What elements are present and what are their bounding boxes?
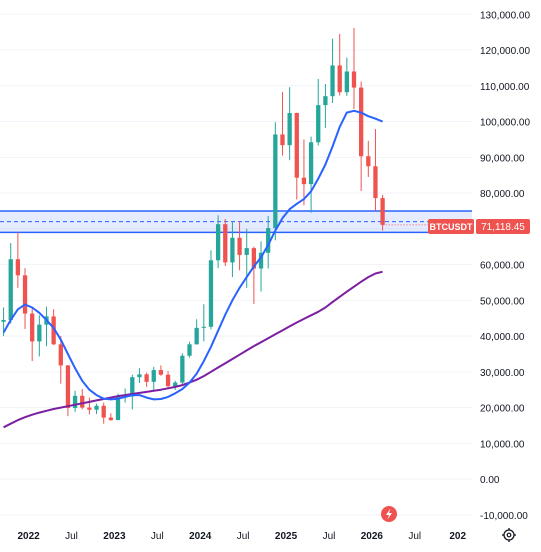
x-tick-label: 2022 <box>17 531 40 542</box>
y-grid <box>0 13 472 516</box>
lightning-icon[interactable] <box>381 506 397 522</box>
candle-body <box>72 395 78 408</box>
candle-body <box>15 259 21 276</box>
candle-body <box>208 260 214 327</box>
candle-body <box>187 344 192 356</box>
last-price-tag: BTCUSDT 71,118.45 <box>428 219 530 234</box>
candle-body <box>151 370 156 382</box>
y-tick-label: 0.00 <box>480 475 500 486</box>
y-tick-label: 30,000.00 <box>480 368 525 379</box>
candle-body <box>115 396 121 421</box>
price-tag-label: 71,118.45 <box>481 222 525 233</box>
candle-body <box>337 65 342 93</box>
candle-body <box>258 252 264 269</box>
candle-body <box>37 324 42 342</box>
candle-body <box>366 156 371 167</box>
candle-body <box>30 313 35 342</box>
y-tick-label: 130,000.00 <box>480 10 530 21</box>
symbol-tag-label: BTCUSDT <box>430 222 473 232</box>
candle-body <box>144 374 149 382</box>
x-tick-label: Jul <box>237 531 250 542</box>
y-tick-label: 60,000.00 <box>480 261 525 272</box>
ma-long-series <box>3 270 383 429</box>
candle-body <box>158 370 164 375</box>
x-tick-label: Jul <box>323 531 336 542</box>
x-tick-label: Jul <box>151 531 164 542</box>
candle-body <box>237 237 242 255</box>
y-tick-label: 120,000.00 <box>480 46 530 57</box>
x-tick-label: 2026 <box>361 531 384 542</box>
candle-body <box>373 166 378 199</box>
y-tick-label: -10,000.00 <box>480 511 528 522</box>
candle-body <box>308 142 314 185</box>
x-tick-label: 2023 <box>103 531 126 542</box>
y-tick-label: 50,000.00 <box>480 296 525 307</box>
candle-body <box>165 374 171 387</box>
symbol-tag-bg <box>428 219 474 234</box>
candle-body <box>22 275 28 314</box>
candle-body <box>230 237 235 263</box>
x-tick-label: Jul <box>408 531 421 542</box>
x-tick-label: 2025 <box>275 531 298 542</box>
candles <box>1 27 385 424</box>
candle-body <box>294 112 299 178</box>
x-tick-label: Jul <box>65 531 78 542</box>
candle-body <box>65 365 71 408</box>
candle-body <box>223 224 228 263</box>
candle-body <box>266 228 271 253</box>
candle-body <box>344 71 349 93</box>
candle-body <box>137 374 142 378</box>
price-tag-bg <box>476 219 530 234</box>
candle-body <box>273 134 278 229</box>
candle-body <box>58 344 63 366</box>
candle-body <box>359 87 364 157</box>
candle-body <box>80 395 85 408</box>
candle-body <box>194 327 199 345</box>
y-tick-label: 110,000.00 <box>480 82 530 93</box>
candle-body <box>351 71 357 88</box>
candle-body <box>94 405 99 410</box>
x-tick-label: 202 <box>449 531 466 542</box>
candle-body <box>51 316 56 345</box>
candle-body <box>130 377 135 397</box>
candle-body <box>101 405 106 418</box>
support-zone <box>0 210 472 234</box>
gear-icon[interactable] <box>502 528 516 542</box>
y-tick-label: 80,000.00 <box>480 189 525 200</box>
candle-body <box>180 355 185 383</box>
candle-body <box>108 417 113 421</box>
candle-body <box>323 96 328 106</box>
candle-body <box>8 259 13 320</box>
candle-body <box>280 134 285 146</box>
candle-body <box>173 382 178 387</box>
ma-short-line <box>2 109 383 401</box>
candle-body <box>215 224 221 261</box>
x-axis[interactable]: 2022 Jul 2023 Jul 2024 Jul 2025 Jul 2026 Jul 202 <box>17 531 466 542</box>
y-tick-label: 100,000.00 <box>480 118 530 129</box>
candle-body <box>330 65 335 97</box>
y-tick-label: 90,000.00 <box>480 153 525 164</box>
candle-body <box>301 177 307 185</box>
candle-body <box>87 407 92 410</box>
candle-body <box>380 198 385 225</box>
candle-body <box>251 248 257 269</box>
y-tick-label: 20,000.00 <box>480 404 525 415</box>
candle-body <box>244 248 249 255</box>
candle-body <box>316 105 321 143</box>
support-zone-band <box>0 210 472 233</box>
y-tick-label: 40,000.00 <box>480 332 525 343</box>
candle-body <box>201 326 206 328</box>
y-tick-label: 10,000.00 <box>480 439 525 450</box>
candle-body <box>1 319 6 322</box>
ma-short-series <box>2 109 383 401</box>
candle-body <box>287 112 292 146</box>
y-axis[interactable]: -10,000.00 0.00 10,000.00 20,000.00 30,000.0… <box>480 10 530 522</box>
ma-long-line <box>3 270 383 429</box>
x-tick-label: 2024 <box>189 531 212 542</box>
